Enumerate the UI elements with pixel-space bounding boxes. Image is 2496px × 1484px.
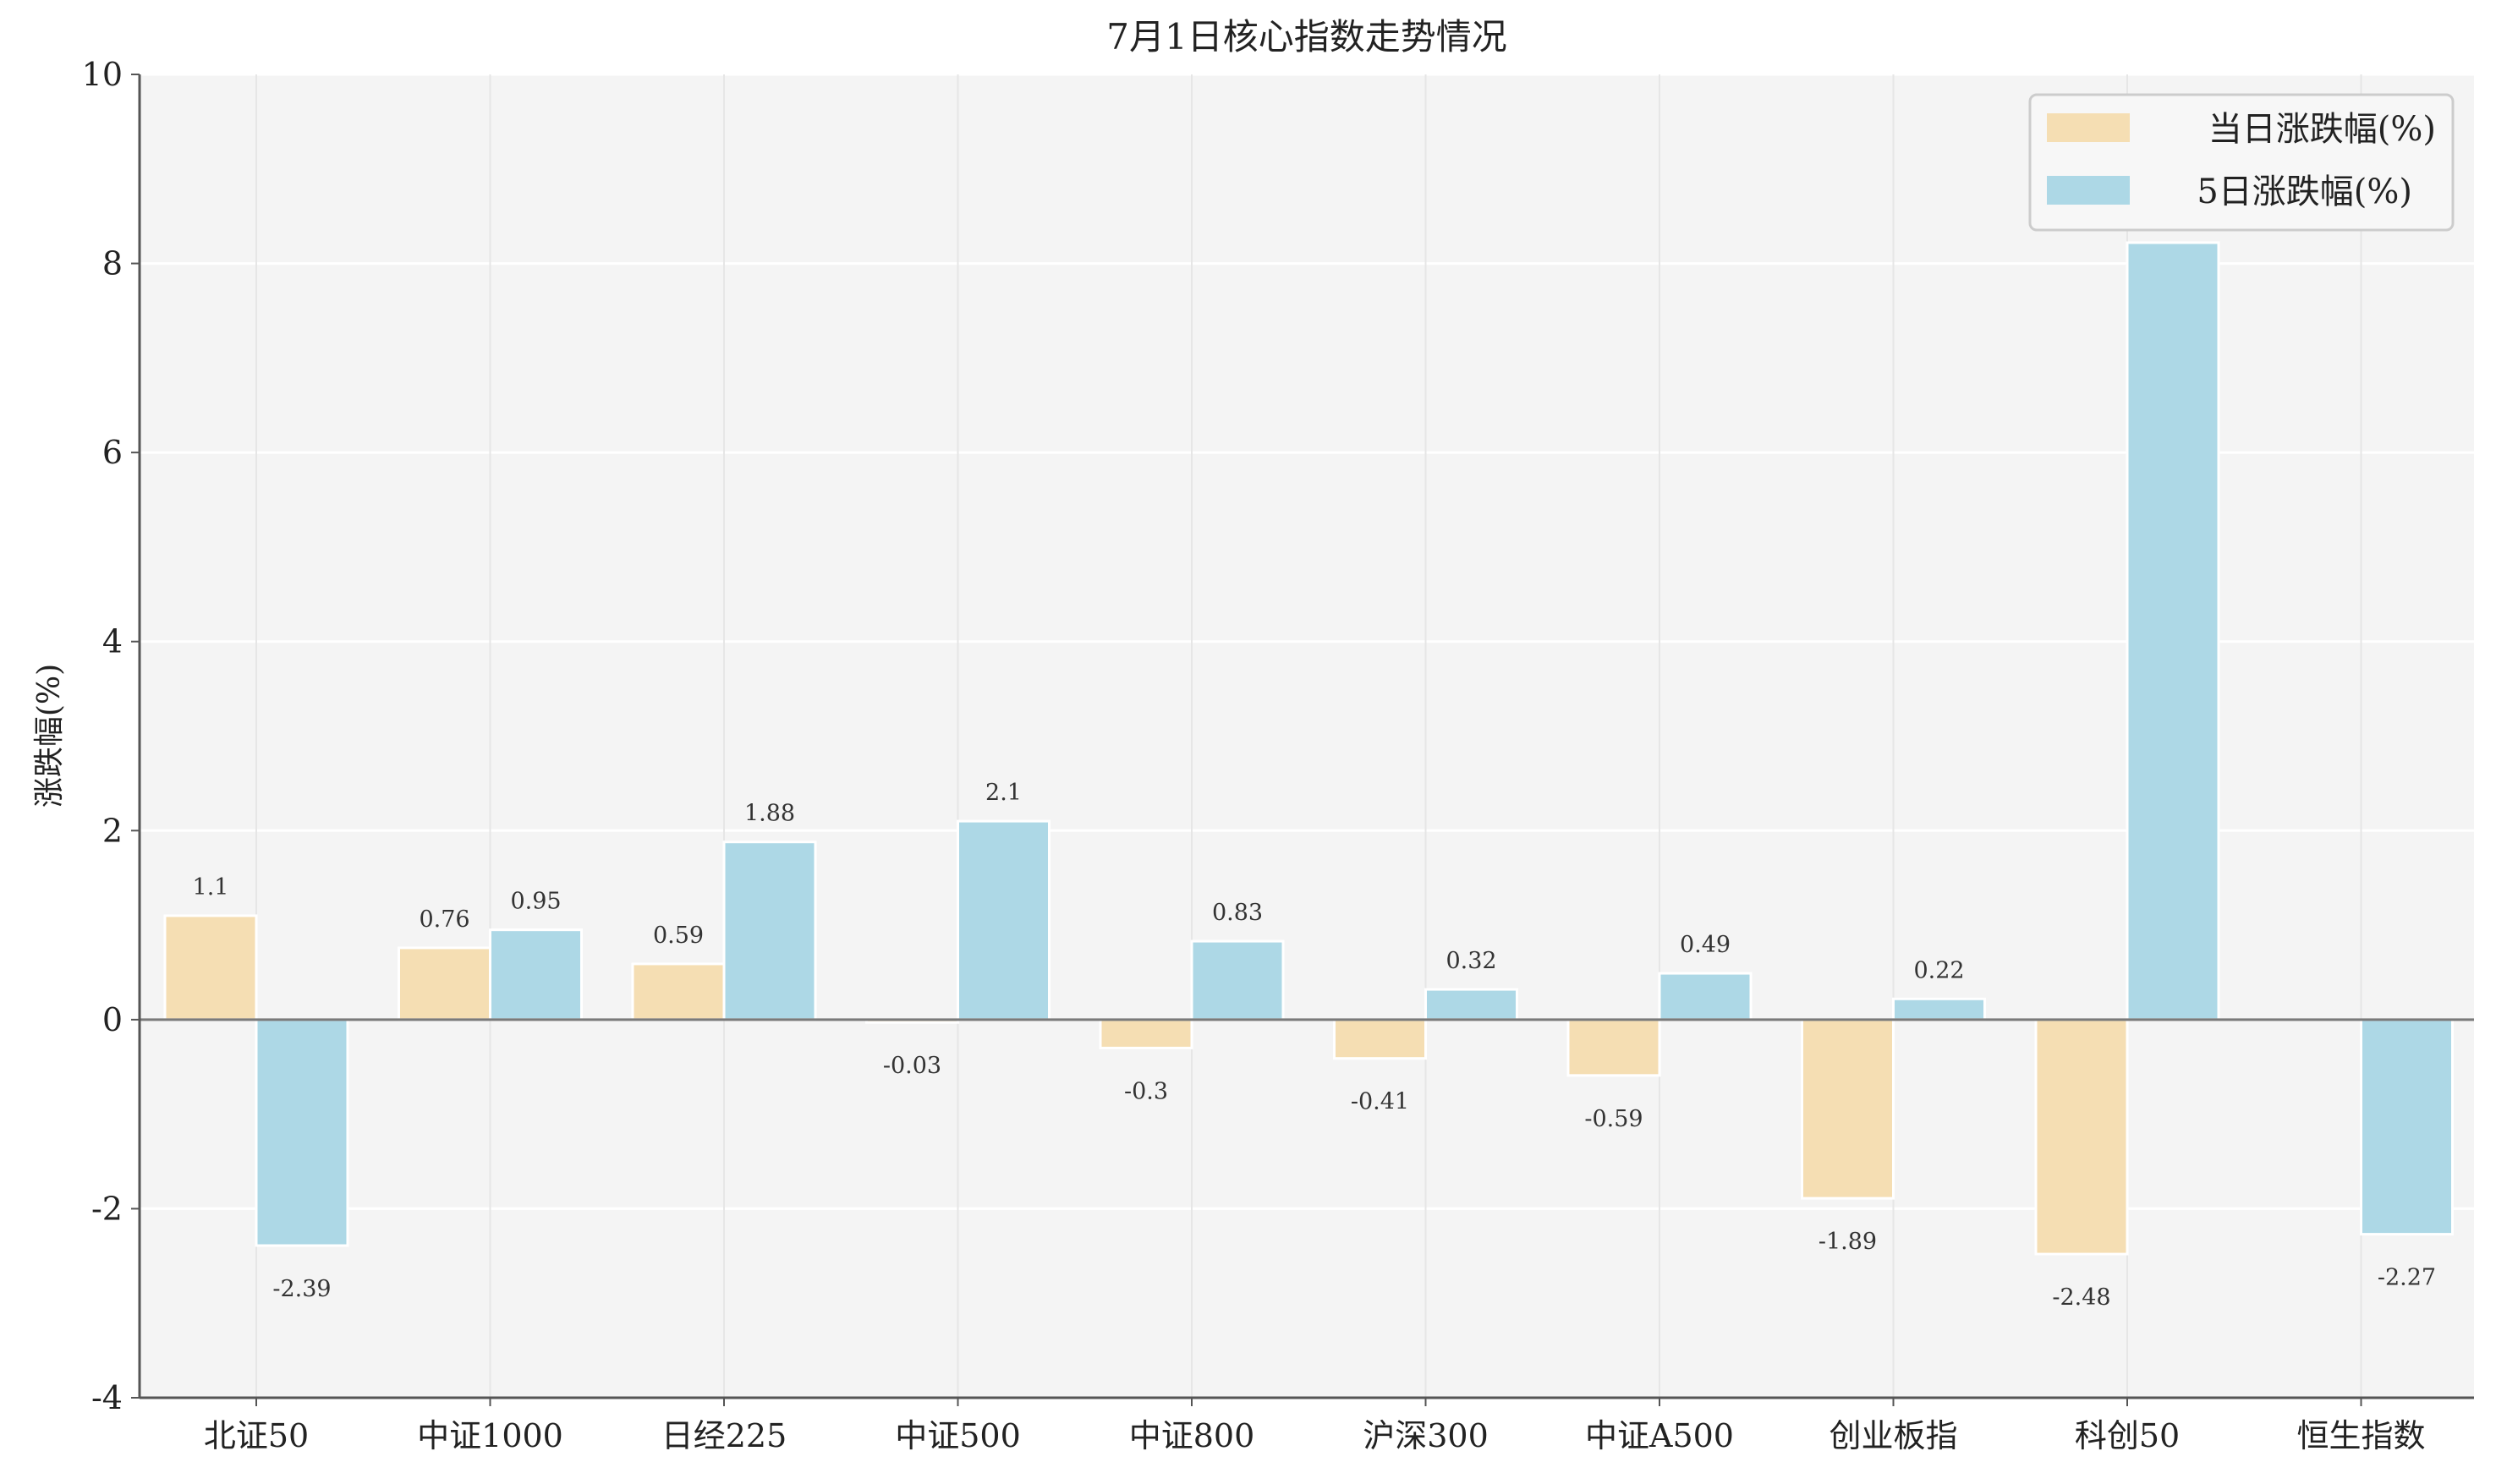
- legend-label-5day: 5日涨跌幅(%): [2197, 172, 2412, 211]
- data-label: -2.27: [2378, 1265, 2436, 1291]
- y-tick-label: 0: [102, 1001, 123, 1038]
- x-tick-label: 沪深300: [1363, 1417, 1489, 1454]
- data-label: 0.83: [1212, 900, 1263, 926]
- bar-daily: [2034, 1018, 2129, 1256]
- x-tick-label: 北证50: [204, 1417, 309, 1454]
- data-label: 0.49: [1680, 932, 1731, 958]
- bar-5day: [722, 841, 817, 1021]
- x-tick-label: 中证800: [1129, 1417, 1255, 1454]
- x-tick-label: 科创50: [2075, 1417, 2180, 1454]
- legend-box: [2028, 93, 2455, 232]
- bar-daily: [1333, 1018, 1427, 1060]
- data-label: -0.3: [1124, 1078, 1168, 1104]
- bar-daily: [163, 914, 258, 1021]
- bar-5day: [489, 928, 583, 1021]
- data-labels: 1.1 0.76 0.59 -0.03 -0.3 -0.41 -0.59 -1.89 -2.48…: [193, 201, 2437, 1311]
- axes: -4 -2 0 2 4 6 8 10 北证50 中证1000 日经225 中证500 中证800 沪深30…: [82, 56, 2474, 1454]
- y-tick-label: 8: [102, 245, 123, 282]
- legend-swatch-daily: [2047, 113, 2130, 142]
- data-label: 0.22: [1913, 957, 1964, 983]
- bars: [163, 241, 2454, 1256]
- bar-daily: [398, 946, 491, 1021]
- bar-5day: [1892, 997, 1986, 1021]
- data-label: 0.76: [419, 906, 469, 933]
- data-label: -1.89: [1819, 1229, 1877, 1255]
- legend-label-daily: 当日涨跌幅(%): [2208, 110, 2436, 149]
- bar-5day: [255, 1018, 349, 1247]
- legend-swatch-5day: [2047, 176, 2130, 205]
- bar-5day: [1424, 988, 1518, 1021]
- data-label: 0.95: [510, 889, 561, 915]
- legend: 当日涨跌幅(%) 5日涨跌幅(%): [2028, 93, 2455, 232]
- x-tick-label: 中证500: [895, 1417, 1021, 1454]
- y-tick-label: 4: [102, 623, 123, 660]
- bar-5day: [1658, 972, 1753, 1021]
- data-label: 0.59: [653, 923, 704, 949]
- x-tick-label: 恒生指数: [2296, 1417, 2425, 1454]
- x-tick-label: 创业板指: [1829, 1417, 1957, 1454]
- data-label: -0.59: [1584, 1106, 1643, 1132]
- bar-5day: [2126, 241, 2220, 1021]
- data-label: -2.39: [272, 1276, 331, 1302]
- bar-5day: [957, 819, 1051, 1021]
- x-tick-label: 中证A500: [1585, 1417, 1734, 1454]
- bar-daily: [1099, 1018, 1193, 1049]
- bar-daily: [631, 962, 726, 1021]
- data-label: 1.1: [193, 874, 229, 901]
- y-tick-label: 6: [102, 434, 123, 471]
- x-tick-label: 中证1000: [417, 1417, 563, 1454]
- bar-daily: [1566, 1018, 1661, 1077]
- data-label: 0.32: [1445, 948, 1496, 974]
- y-tick-label: 2: [102, 812, 123, 849]
- data-label: -0.03: [883, 1053, 941, 1079]
- y-tick-label: -2: [91, 1190, 123, 1227]
- data-label: -0.41: [1351, 1089, 1409, 1115]
- y-tick-label: 10: [82, 56, 123, 93]
- data-label: -2.48: [2052, 1284, 2110, 1311]
- bar-5day: [1190, 939, 1285, 1021]
- x-tick-label: 日经225: [661, 1417, 787, 1454]
- chart-title: 7月1日核心指数走势情况: [1106, 16, 1506, 57]
- y-tick-label: -4: [91, 1379, 123, 1416]
- bar-5day: [2360, 1018, 2454, 1236]
- data-label: 1.88: [744, 801, 795, 827]
- data-label: 2.1: [985, 780, 1022, 806]
- y-axis-label: 涨跌幅(%): [32, 664, 67, 808]
- bar-daily: [1801, 1018, 1895, 1200]
